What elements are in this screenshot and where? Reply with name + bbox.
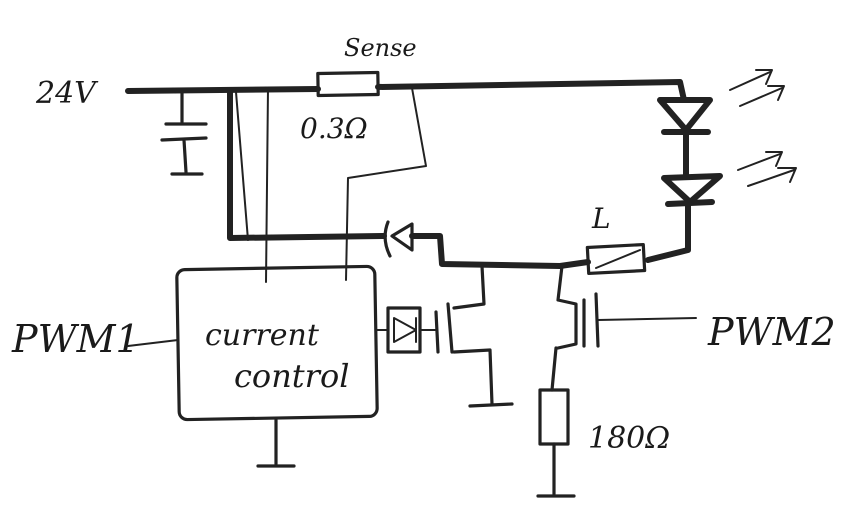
supply-rail-wire xyxy=(125,86,321,94)
pwm2-label: PWM2 xyxy=(707,310,836,354)
gate-driver-diode xyxy=(375,306,437,354)
control-block-ground xyxy=(256,418,296,468)
current-control-label-line1: current xyxy=(205,318,320,353)
led-string xyxy=(645,97,723,263)
resistor-180-value-label: 180Ω xyxy=(588,421,670,456)
sense-feedback-wire-left xyxy=(265,87,269,283)
sense-feedback-wire xyxy=(345,87,427,281)
resistor-180-ground xyxy=(536,442,576,498)
rail-branch-thin xyxy=(235,91,249,241)
pwm2-transistor xyxy=(556,264,697,350)
current-control-label-line2: control xyxy=(234,357,349,395)
main-switch-transistor xyxy=(434,264,514,408)
sense-resistor xyxy=(316,70,380,98)
pwm1-input-wire xyxy=(127,339,179,347)
input-capacitor xyxy=(160,90,208,176)
resistor-180 xyxy=(538,388,570,446)
inductor-label: L xyxy=(591,202,611,235)
freewheel-diode xyxy=(383,220,563,269)
switch-node-wire xyxy=(557,259,591,269)
led-light-arrows-icon xyxy=(729,69,797,187)
supply-rail-wire-right xyxy=(375,79,687,103)
rail-to-diode-wire xyxy=(227,87,387,241)
sense-resistor-value-label: 0.3Ω xyxy=(300,112,368,145)
supply-voltage-label: 24V xyxy=(35,76,99,111)
resistor-180-top-wire xyxy=(550,346,558,392)
inductor-core xyxy=(595,249,641,269)
sense-resistor-name-label: Sense xyxy=(344,34,417,62)
pwm1-label: PWM1 xyxy=(11,317,140,361)
current-control-block xyxy=(175,264,379,422)
